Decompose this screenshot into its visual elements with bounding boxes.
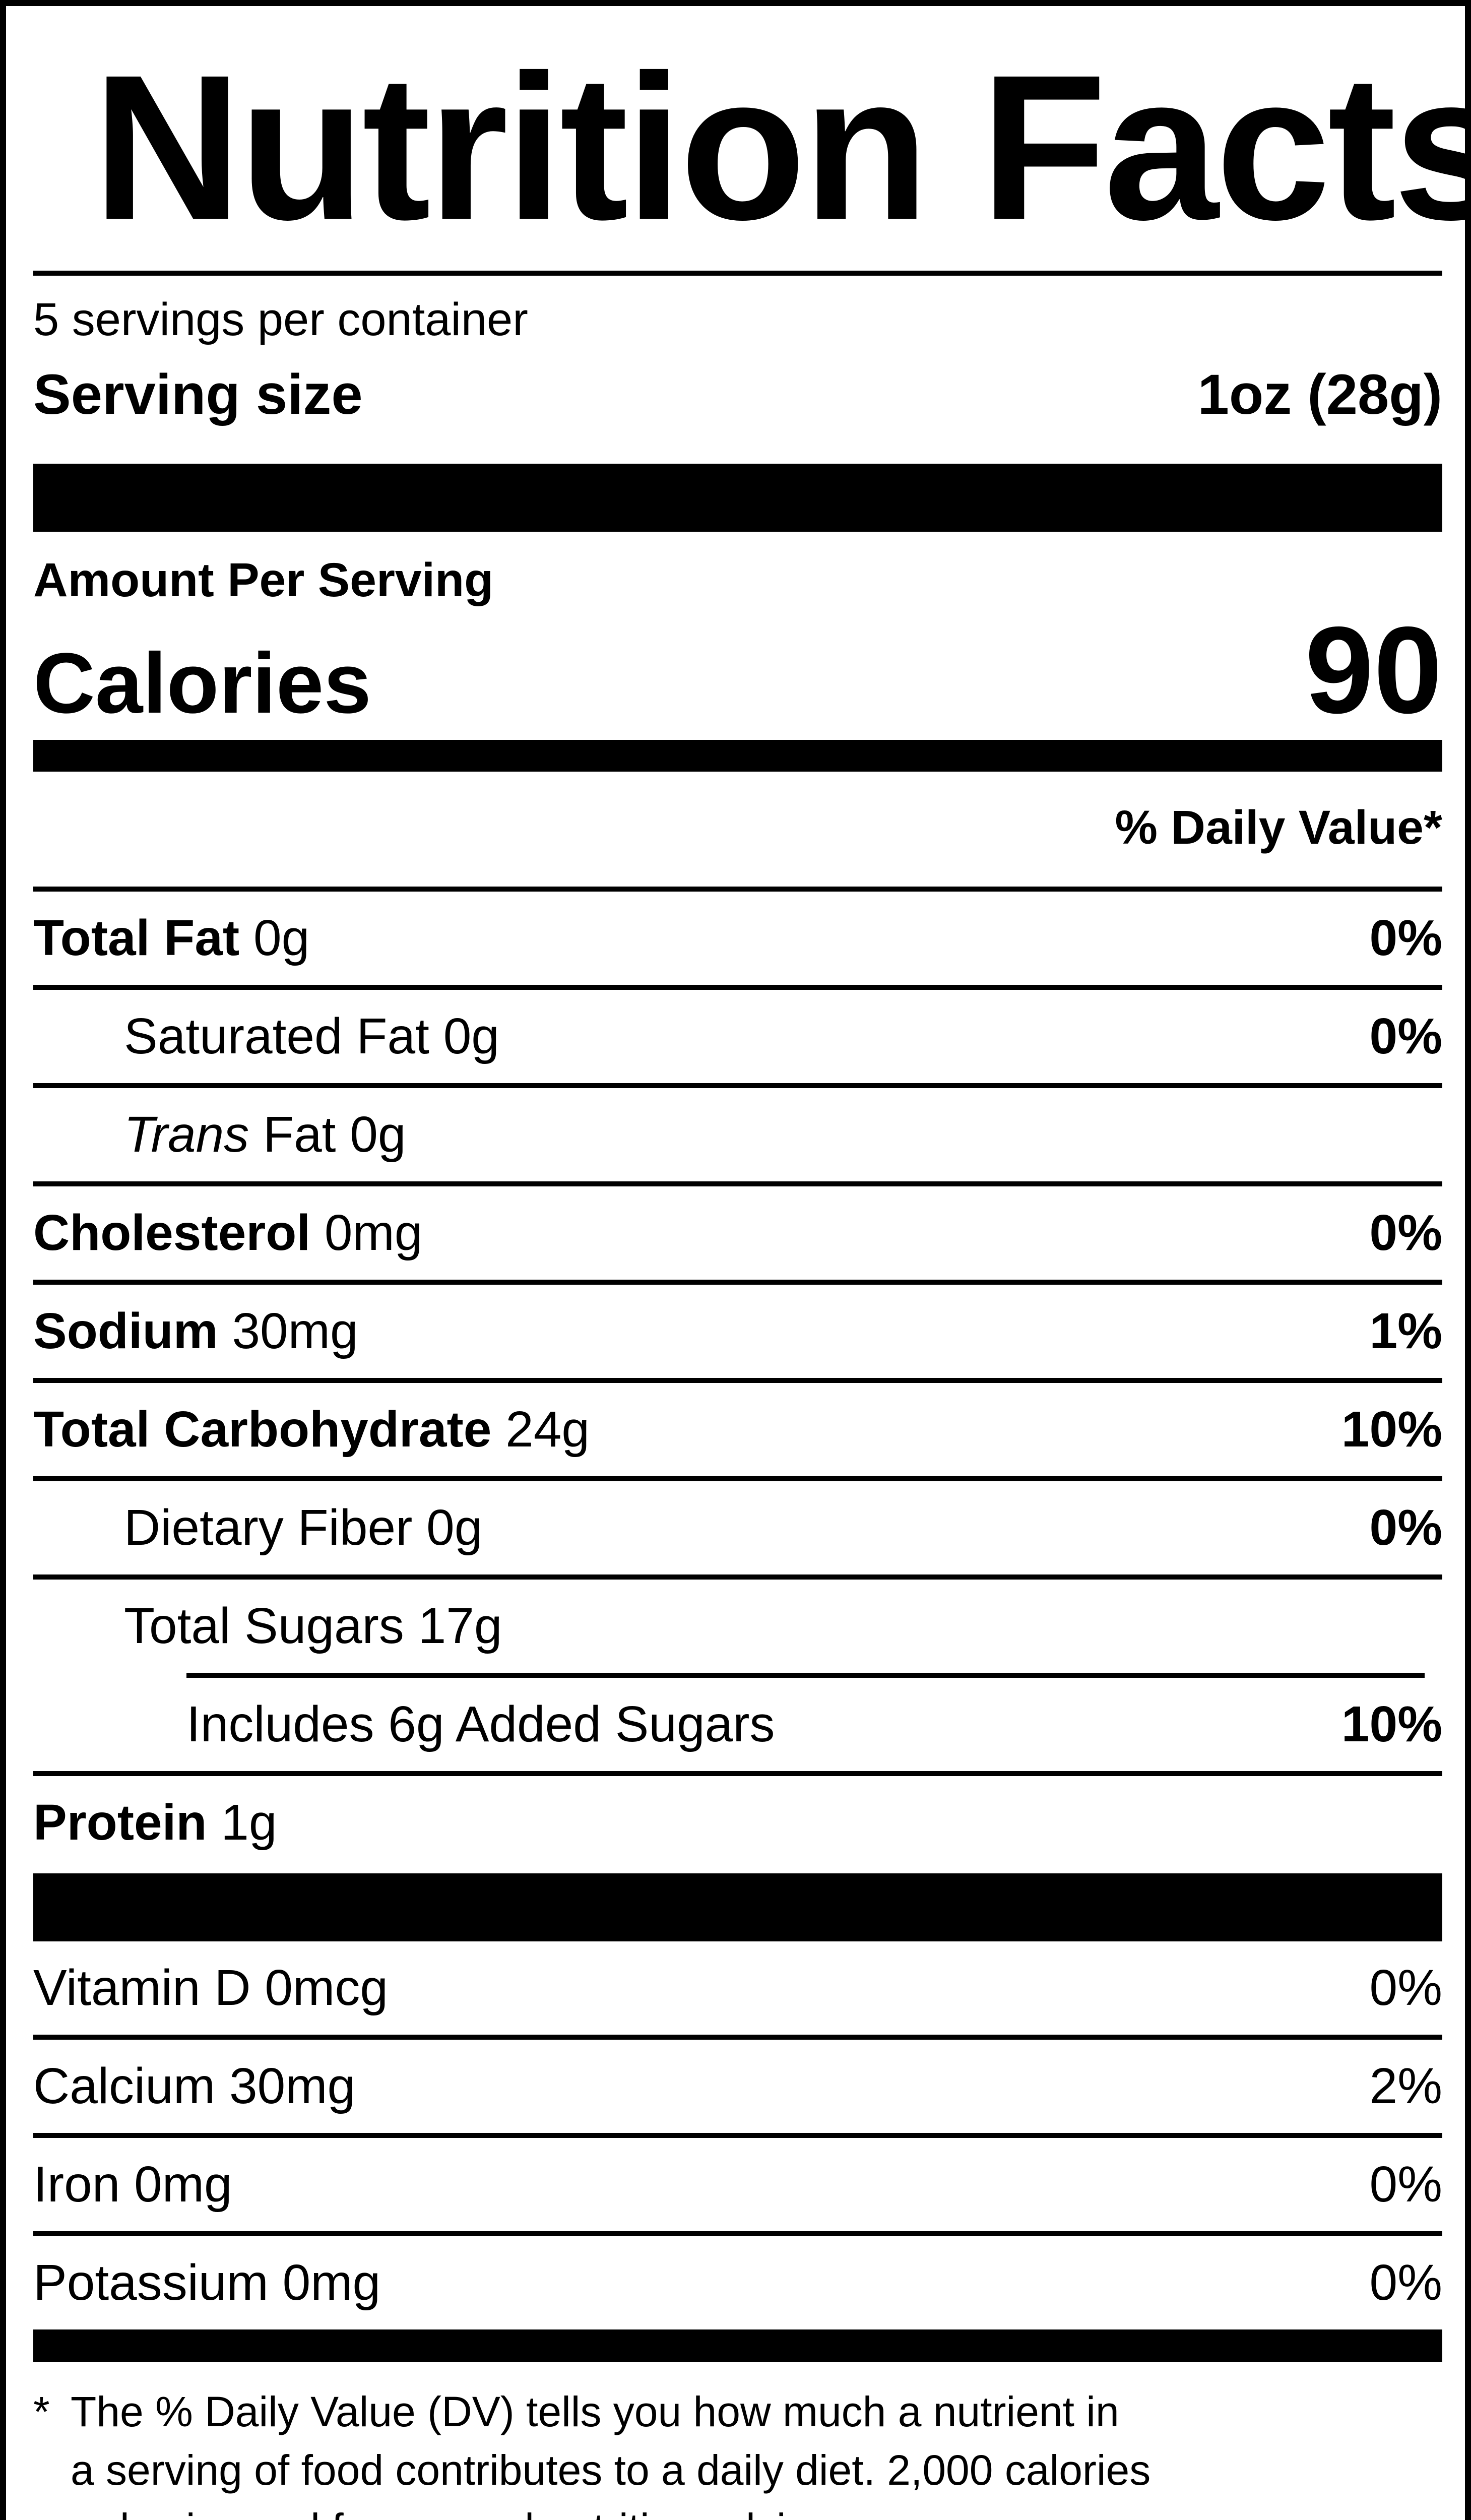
nutrient-name: Total Sugars 17g: [124, 1598, 502, 1654]
nutrient-name: Cholesterol 0mg: [33, 1205, 423, 1261]
title-rule: [33, 271, 1442, 276]
vitamin-name: Vitamin D 0mcg: [33, 1960, 388, 2016]
separator-bar-thick: [33, 1873, 1442, 1941]
vitamin-name: Iron 0mg: [33, 2156, 232, 2213]
separator-bar-thick: [33, 464, 1442, 532]
vitamin-dv: 0%: [1369, 2254, 1442, 2311]
nutrient-name: Protein 1g: [33, 1794, 277, 1851]
nutrient-row-added-sugars: Includes 6g Added Sugars 10%: [33, 1678, 1442, 1771]
nutrient-row-protein: Protein 1g: [33, 1776, 1442, 1869]
daily-value-header: % Daily Value*: [1115, 801, 1442, 854]
serving-size-value: 1oz (28g): [1197, 363, 1442, 426]
label-title: Nutrition Facts: [93, 32, 1471, 263]
row-rule: [33, 985, 1442, 990]
footnote-line: The % Daily Value (DV) tells you how muc…: [71, 2388, 1119, 2435]
nutrient-row-total-sugars: Total Sugars 17g: [33, 1580, 1442, 1673]
nutrient-row-saturated-fat: Saturated Fat 0g 0%: [33, 990, 1442, 1083]
nutrient-name: Total Fat 0g: [33, 910, 310, 966]
nutrient-row-total-fat: Total Fat 0g 0%: [33, 892, 1442, 985]
nutrient-dv: 0%: [1369, 910, 1442, 966]
vitamin-row-vitamin-d: Vitamin D 0mcg 0%: [33, 1941, 1442, 2035]
vitamin-dv: 2%: [1369, 2058, 1442, 2114]
nutrient-row-total-carbohydrate: Total Carbohydrate 24g 10%: [33, 1383, 1442, 1476]
row-rule: [33, 1083, 1442, 1088]
vitamin-row-potassium: Potassium 0mg 0%: [33, 2236, 1442, 2329]
calories-label: Calories: [33, 636, 371, 731]
row-rule: [33, 1476, 1442, 1481]
separator-bar-medium: [33, 2329, 1442, 2362]
nutrient-name: Total Carbohydrate 24g: [33, 1401, 590, 1458]
servings-per-container: 5 servings per container: [33, 294, 528, 345]
row-rule: [33, 1574, 1442, 1580]
row-rule-indented: [186, 1673, 1425, 1678]
row-rule: [33, 2035, 1442, 2040]
nutrient-dv: 10%: [1341, 1696, 1442, 1752]
nutrient-name: Sodium 30mg: [33, 1303, 358, 1359]
separator-bar-medium: [33, 740, 1442, 772]
row-rule: [33, 2133, 1442, 2138]
nutrient-name: Saturated Fat 0g: [124, 1008, 499, 1064]
nutrient-row-cholesterol: Cholesterol 0mg 0%: [33, 1186, 1442, 1280]
amount-per-serving: Amount Per Serving: [33, 553, 494, 607]
nutrient-name: Includes 6g Added Sugars: [186, 1696, 775, 1752]
row-rule: [33, 1771, 1442, 1776]
footnote-line: a serving of food contributes to a daily…: [71, 2446, 1151, 2494]
row-rule: [33, 1280, 1442, 1285]
nutrient-dv: 0%: [1369, 1499, 1442, 1556]
nutrient-dv: 0%: [1369, 1205, 1442, 1261]
serving-size-row: Serving size 1oz (28g): [33, 357, 1442, 432]
footnote-line: a day is used for general nutrition advi…: [71, 2499, 1442, 2520]
vitamin-dv: 0%: [1369, 1960, 1442, 2016]
nutrient-row-trans-fat: Trans Fat 0g: [33, 1088, 1442, 1181]
vitamin-row-iron: Iron 0mg 0%: [33, 2138, 1442, 2231]
nutrient-dv: 0%: [1369, 1008, 1442, 1064]
nutrient-name: Dietary Fiber 0g: [124, 1499, 483, 1556]
vitamin-dv: 0%: [1369, 2156, 1442, 2213]
row-rule: [33, 2231, 1442, 2236]
vitamin-name: Calcium 30mg: [33, 2058, 356, 2114]
vitamin-name: Potassium 0mg: [33, 2254, 381, 2311]
calories-row: Calories 90: [33, 608, 1442, 732]
footnote-asterisk: *: [33, 2388, 50, 2435]
row-rule: [33, 1181, 1442, 1186]
daily-value-rule: [33, 887, 1442, 892]
nutrient-dv: 1%: [1369, 1303, 1442, 1359]
nutrient-row-sodium: Sodium 30mg 1%: [33, 1285, 1442, 1378]
vitamin-row-calcium: Calcium 30mg 2%: [33, 2040, 1442, 2133]
calories-value: 90: [1305, 601, 1442, 739]
serving-size-label: Serving size: [33, 363, 363, 426]
nutrient-name: Trans Fat 0g: [124, 1106, 406, 1163]
row-rule: [33, 1378, 1442, 1383]
nutrient-dv: 10%: [1341, 1401, 1442, 1458]
footnote: * The % Daily Value (DV) tells you how m…: [33, 2382, 1442, 2520]
nutrient-row-dietary-fiber: Dietary Fiber 0g 0%: [33, 1481, 1442, 1574]
